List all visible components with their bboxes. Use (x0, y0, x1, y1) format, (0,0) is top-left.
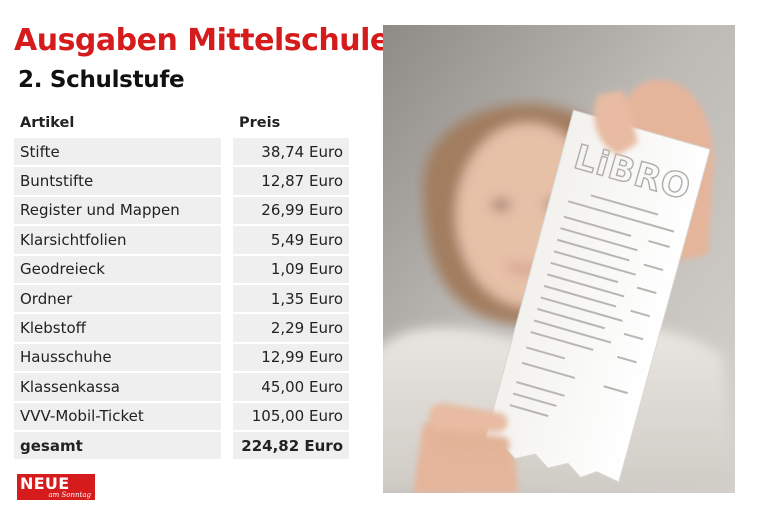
column-gap (221, 431, 233, 460)
price-cell: 12,99 Euro (233, 343, 349, 372)
table-row: Hausschuhe 12,99 Euro (14, 343, 349, 372)
receipt: LiBRO (481, 109, 711, 483)
table-row: VVV-Mobil-Ticket 105,00 Euro (14, 402, 349, 430)
item-cell: VVV-Mobil-Ticket (14, 402, 221, 430)
photo-girl-holding-receipt: LiBRO (383, 25, 735, 493)
price-cell: 105,00 Euro (233, 402, 349, 430)
price-cell: 45,00 Euro (233, 373, 349, 401)
item-cell: Register und Mappen (14, 196, 221, 225)
total-row: gesamt 224,82 Euro (14, 431, 349, 460)
column-gap (221, 196, 233, 225)
item-cell: Buntstifte (14, 167, 221, 195)
table-row: Stifte 38,74 Euro (14, 138, 349, 166)
price-cell: 5,49 Euro (233, 226, 349, 254)
item-cell: Geodreieck (14, 255, 221, 283)
column-header-item: Artikel (20, 115, 75, 131)
column-gap (221, 110, 233, 136)
table-row: Register und Mappen 26,99 Euro (14, 196, 349, 225)
column-gap (221, 314, 233, 342)
neue-logo: NEUE am Sonntag (17, 474, 95, 500)
item-cell: Stifte (14, 138, 221, 166)
column-gap (221, 373, 233, 401)
table-header-row: Artikel Preis (14, 110, 349, 136)
expenses-table: Artikel Preis Stifte 38,74 Euro Buntstif… (14, 108, 349, 461)
table-row: Buntstifte 12,87 Euro (14, 167, 349, 195)
price-cell: 1,35 Euro (233, 284, 349, 313)
table-row: Klebstoff 2,29 Euro (14, 314, 349, 342)
table-row: Klarsichtfolien 5,49 Euro (14, 226, 349, 254)
item-cell: Hausschuhe (14, 343, 221, 372)
price-cell: 26,99 Euro (233, 196, 349, 225)
column-gap (221, 167, 233, 195)
price-cell: 1,09 Euro (233, 255, 349, 283)
column-gap (221, 226, 233, 254)
photo-illustration: LiBRO (383, 25, 735, 493)
table-row: Klassenkassa 45,00 Euro (14, 373, 349, 401)
column-gap (221, 284, 233, 313)
logo-wordmark: NEUE (20, 474, 70, 493)
total-label: gesamt (14, 431, 221, 460)
page-title: Ausgaben Mittelschule (14, 23, 390, 58)
item-cell: Klassenkassa (14, 373, 221, 401)
column-gap (221, 402, 233, 430)
price-cell: 12,87 Euro (233, 167, 349, 195)
table-row: Geodreieck 1,09 Euro (14, 255, 349, 283)
page-subtitle: 2. Schulstufe (18, 67, 185, 93)
table-row: Ordner 1,35 Euro (14, 284, 349, 313)
price-cell: 38,74 Euro (233, 138, 349, 166)
column-gap (221, 255, 233, 283)
item-cell: Klarsichtfolien (14, 226, 221, 254)
column-gap (221, 343, 233, 372)
total-price: 224,82 Euro (233, 431, 349, 460)
item-cell: Klebstoff (14, 314, 221, 342)
item-cell: Ordner (14, 284, 221, 313)
column-gap (221, 138, 233, 166)
price-cell: 2,29 Euro (233, 314, 349, 342)
column-header-price: Preis (239, 115, 281, 131)
logo-tagline: am Sonntag (48, 491, 91, 499)
